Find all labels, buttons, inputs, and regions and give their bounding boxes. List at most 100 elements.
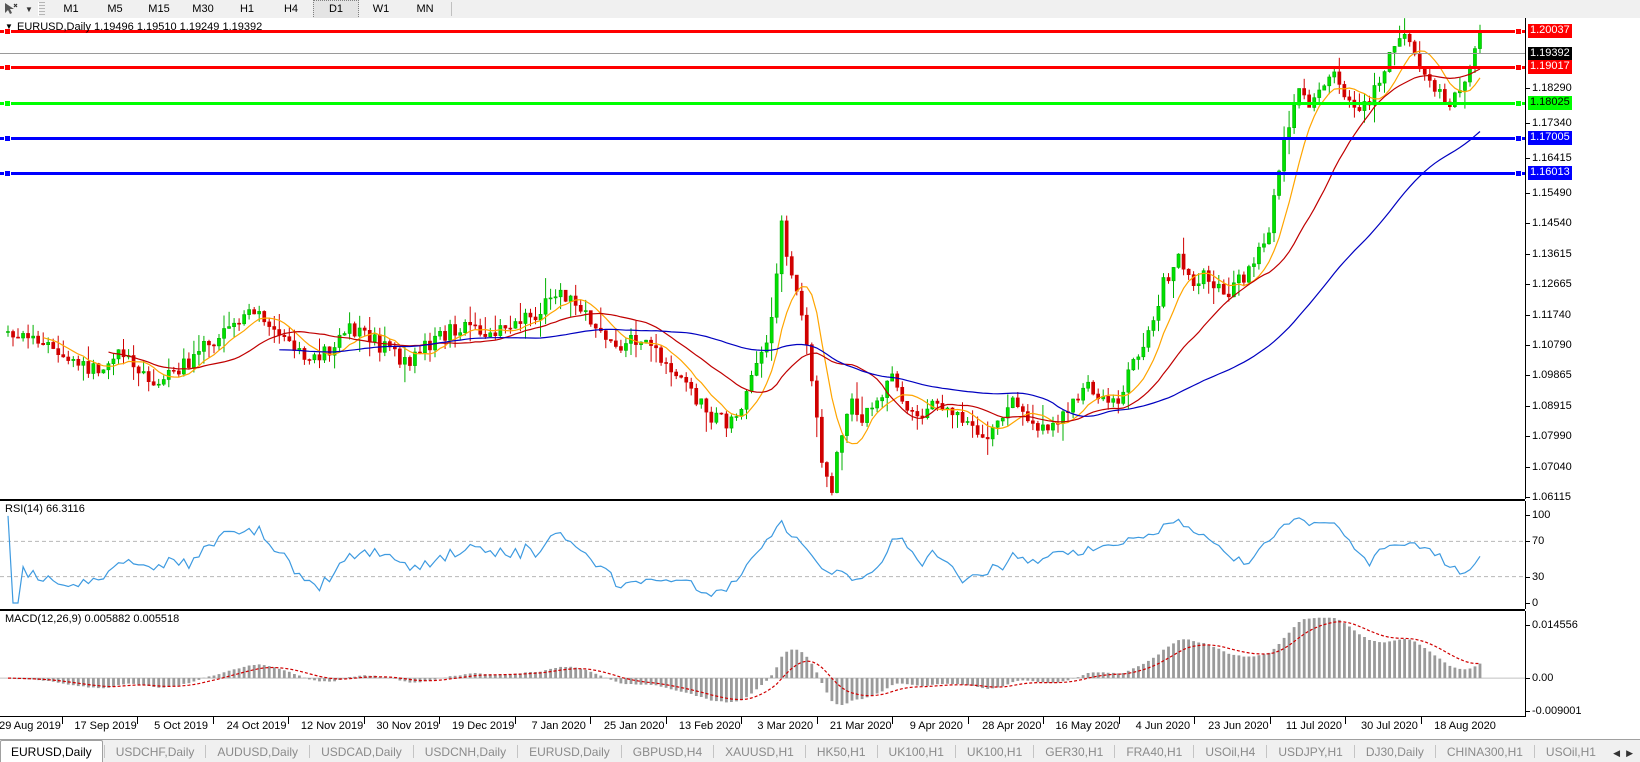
triangle-down-icon[interactable]: ▼ bbox=[5, 22, 13, 31]
tab-gbpusd-h4[interactable]: GBPUSD,H4 bbox=[632, 745, 703, 759]
macd-pane[interactable]: MACD(12,26,9) 0.005882 0.005518 bbox=[0, 611, 1525, 717]
chevron-right-icon[interactable]: ▶ bbox=[1626, 748, 1633, 758]
rsi-tickmark bbox=[1526, 603, 1530, 604]
level-line-1.20037[interactable] bbox=[0, 30, 1525, 33]
tab-divider bbox=[1353, 745, 1355, 758]
tab-hk50-h1[interactable]: HK50,H1 bbox=[816, 745, 866, 759]
price-tick-1.10790: 1.10790 bbox=[1532, 339, 1572, 351]
level-handle-1.17005[interactable] bbox=[4, 135, 11, 142]
time-axis[interactable]: 29 Aug 2019 17 Sep 2019 5 Oct 2019 24 Oct 2… bbox=[0, 717, 1640, 739]
macd-plot bbox=[0, 617, 1525, 705]
price-tick-1.13615: 1.13615 bbox=[1532, 247, 1572, 260]
tab-usoil-h4[interactable]: USOil,H4 bbox=[1205, 745, 1256, 759]
crosshair-pointer-icon[interactable] bbox=[0, 1, 22, 17]
timeframe-h1[interactable]: H1 bbox=[239, 3, 255, 15]
tab-xauusd-h1[interactable]: XAUUSD,H1 bbox=[725, 745, 794, 759]
tab-china300-h1[interactable]: CHINA300,H1 bbox=[1446, 745, 1523, 759]
timeframe-mn[interactable]: MN bbox=[416, 3, 434, 15]
price-label-1.18025[interactable]: 1.18025 bbox=[1528, 96, 1572, 110]
level-line-1.17005[interactable] bbox=[0, 137, 1525, 140]
price-tickmark bbox=[1526, 314, 1530, 316]
price-tick-1.12665: 1.12665 bbox=[1532, 278, 1572, 291]
toolbar-grip[interactable] bbox=[38, 2, 45, 16]
tab-divider bbox=[205, 745, 207, 758]
macd-scale[interactable]: 0.014556 0.00 -0.009001 bbox=[1526, 611, 1640, 717]
price-tick-1.17340: 1.17340 bbox=[1532, 117, 1572, 129]
tab-usdcnh-daily[interactable]: USDCNH,Daily bbox=[424, 745, 507, 759]
tab-divider bbox=[309, 745, 311, 758]
timeframe-m15[interactable]: M15 bbox=[148, 3, 170, 15]
macd-tickmark bbox=[1526, 678, 1530, 680]
time-separator bbox=[892, 717, 894, 724]
rsi-tick-0: 0 bbox=[1532, 597, 1539, 609]
rsi-scale[interactable]: 100 70 30 0 bbox=[1526, 501, 1640, 609]
level-line-1.19017[interactable] bbox=[0, 66, 1525, 69]
level-handle-1.18025[interactable] bbox=[1515, 100, 1522, 107]
price-plot bbox=[6, 18, 1482, 496]
level-handle-1.19017[interactable] bbox=[4, 64, 11, 71]
level-line-1.18025[interactable] bbox=[0, 102, 1525, 105]
price-label-1.19017[interactable]: 1.19017 bbox=[1528, 60, 1572, 74]
time-label: 23 Jun 2020 bbox=[1208, 720, 1269, 732]
price-tick-1.11740: 1.11740 bbox=[1532, 308, 1571, 321]
tab-usdjpy-h1[interactable]: USDJPY,H1 bbox=[1278, 745, 1343, 759]
tab-ger30-h1[interactable]: GER30,H1 bbox=[1045, 745, 1104, 759]
price-tickmark bbox=[1526, 466, 1530, 468]
time-label: 4 Jun 2020 bbox=[1135, 720, 1191, 732]
macd-label: MACD(12,26,9) 0.005882 0.005518 bbox=[5, 613, 180, 625]
level-handle-1.20037[interactable] bbox=[4, 28, 11, 35]
macd-axis-line bbox=[1525, 611, 1526, 717]
tab-navigation[interactable]: ◀ ▶ bbox=[1610, 748, 1640, 762]
timeframe-w1[interactable]: W1 bbox=[372, 3, 390, 15]
price-tickmark bbox=[1526, 193, 1530, 194]
time-label: 28 Apr 2020 bbox=[982, 720, 1042, 732]
time-separator bbox=[1118, 717, 1120, 724]
macd-tick-0.014556: 0.014556 bbox=[1532, 619, 1578, 631]
price-tick-1.14540: 1.14540 bbox=[1532, 217, 1572, 230]
time-separator bbox=[137, 717, 139, 724]
chevron-left-icon[interactable]: ◀ bbox=[1613, 748, 1621, 758]
price-scale[interactable]: 1.20037 1.19392 1.19017 1.18290 1.18025 1.173… bbox=[1526, 18, 1640, 503]
timeframe-m5[interactable]: M5 bbox=[107, 3, 123, 15]
time-separator bbox=[590, 717, 592, 724]
price-pane[interactable]: EURUSD,Daily 1.19496 1.19510 1.19249 1.1… bbox=[0, 18, 1525, 499]
level-handle-1.17005[interactable] bbox=[1515, 135, 1522, 142]
rsi-tickmark bbox=[1526, 576, 1530, 578]
tab-uk100-h1[interactable]: UK100,H1 bbox=[966, 745, 1023, 759]
price-tickmark bbox=[1526, 345, 1530, 346]
level-line-1.19392[interactable] bbox=[0, 53, 1525, 54]
price-label-1.19392[interactable]: 1.19392 bbox=[1528, 47, 1572, 61]
level-handle-1.19017[interactable] bbox=[1515, 64, 1522, 71]
time-separator bbox=[1345, 717, 1347, 724]
time-label: 29 Aug 2019 bbox=[0, 720, 61, 732]
tab-fra40-h1[interactable]: FRA40,H1 bbox=[1126, 745, 1183, 759]
tab-uk100-h1[interactable]: UK100,H1 bbox=[888, 745, 944, 759]
price-label-1.17005[interactable]: 1.17005 bbox=[1528, 131, 1572, 145]
tab-usoil-h1[interactable]: USOil,H1 bbox=[1545, 745, 1596, 759]
chevron-down-icon[interactable]: ▼ bbox=[25, 4, 33, 14]
level-handle-1.18025[interactable] bbox=[4, 100, 11, 107]
time-label: 30 Nov 2019 bbox=[376, 720, 439, 732]
timeframe-m1[interactable]: M1 bbox=[63, 3, 79, 15]
level-handle-1.20037[interactable] bbox=[1515, 28, 1522, 35]
time-label: 24 Oct 2019 bbox=[226, 720, 287, 732]
tab-usdchf-daily[interactable]: USDCHF,Daily bbox=[115, 745, 195, 759]
level-handle-1.16013[interactable] bbox=[1515, 170, 1522, 177]
price-label-1.16013[interactable]: 1.16013 bbox=[1528, 166, 1572, 180]
rsi-tick-100: 100 bbox=[1532, 509, 1551, 521]
time-separator bbox=[514, 717, 516, 724]
price-label-1.20037[interactable]: 1.20037 bbox=[1528, 24, 1572, 38]
tab-usdcad-daily[interactable]: USDCAD,Daily bbox=[321, 745, 402, 759]
tab-audusd-daily[interactable]: AUDUSD,Daily bbox=[217, 745, 299, 759]
level-line-1.16013[interactable] bbox=[0, 172, 1525, 175]
tab-dj30-daily[interactable]: DJ30,Daily bbox=[1365, 745, 1424, 759]
chart-canvas-area[interactable]: EURUSD,Daily 1.19496 1.19510 1.19249 1.1… bbox=[0, 18, 1640, 717]
tab-eurusd-daily[interactable]: EURUSD,Daily bbox=[529, 745, 610, 759]
chart-tab-bar[interactable]: EURUSD,Daily USDCHF,Daily AUDUSD,Daily USDC… bbox=[0, 739, 1640, 762]
timeframe-h4[interactable]: H4 bbox=[283, 3, 299, 15]
level-handle-1.16013[interactable] bbox=[4, 170, 11, 177]
rsi-pane[interactable]: RSI(14) 66.3116 bbox=[0, 501, 1525, 609]
tab-eurusd-daily[interactable]: EURUSD,Daily bbox=[0, 740, 103, 762]
timeframe-d1[interactable]: D1 bbox=[313, 0, 359, 19]
timeframe-m30[interactable]: M30 bbox=[192, 3, 214, 15]
